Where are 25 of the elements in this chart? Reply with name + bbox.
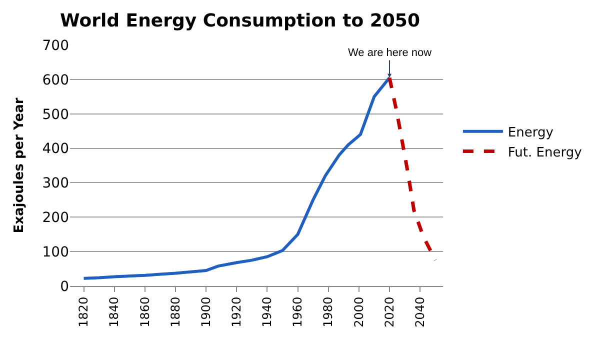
x-tick-label: 1860 [138,296,152,328]
y-axis-title: Exajoules per Year [12,97,28,234]
y-tick-label: 200 [42,210,69,226]
y-tick-label: 500 [42,106,69,123]
x-tick-label: 1820 [76,296,91,328]
x-tick-label: 1960 [290,296,305,328]
y-tick-label: 300 [42,176,69,192]
annotation: We are here now [348,47,432,59]
x-tick-label: 1900 [198,296,213,328]
legend-label: Energy [508,125,554,140]
y-tick-label: 100 [42,244,69,260]
x-tick-label: 1940 [260,296,274,328]
x-tick-label: 1920 [230,296,244,328]
y-tick-label: 0 [60,278,69,295]
x-tick-label: 1880 [168,296,182,328]
y-tick-label: 600 [42,72,69,88]
x-tick-label: 1980 [321,296,336,328]
y-tick-label: 700 [42,38,69,54]
legend-label: Fut. Energy [508,145,582,160]
x-tick-label: 1840 [107,296,122,328]
y-tick-label: 400 [42,141,69,158]
x-tick-label: 2040 [412,296,427,328]
x-tick-label: 2020 [382,296,396,328]
chart-title: World Energy Consumption to 2050 [60,10,420,32]
x-tick-label: 2000 [352,296,366,328]
